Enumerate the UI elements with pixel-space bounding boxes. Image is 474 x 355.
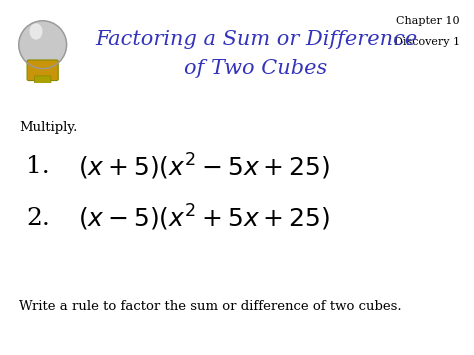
- Text: $(x-5)(x^{2}+5x+25)$: $(x-5)(x^{2}+5x+25)$: [78, 203, 330, 234]
- Text: 2.: 2.: [26, 207, 50, 230]
- Text: Write a rule to factor the sum or difference of two cubes.: Write a rule to factor the sum or differ…: [19, 300, 401, 313]
- Text: Discovery 1: Discovery 1: [393, 37, 460, 47]
- Text: of Two Cubes: of Two Cubes: [184, 59, 328, 78]
- Ellipse shape: [30, 24, 42, 39]
- Circle shape: [19, 21, 66, 69]
- Text: 1.: 1.: [26, 155, 50, 178]
- FancyBboxPatch shape: [34, 76, 51, 84]
- Text: Multiply.: Multiply.: [19, 121, 77, 134]
- Text: Factoring a Sum or Difference: Factoring a Sum or Difference: [95, 30, 417, 49]
- Text: $(x+5)(x^{2}-5x+25)$: $(x+5)(x^{2}-5x+25)$: [78, 152, 330, 182]
- Text: Chapter 10: Chapter 10: [396, 16, 460, 26]
- FancyBboxPatch shape: [27, 60, 58, 81]
